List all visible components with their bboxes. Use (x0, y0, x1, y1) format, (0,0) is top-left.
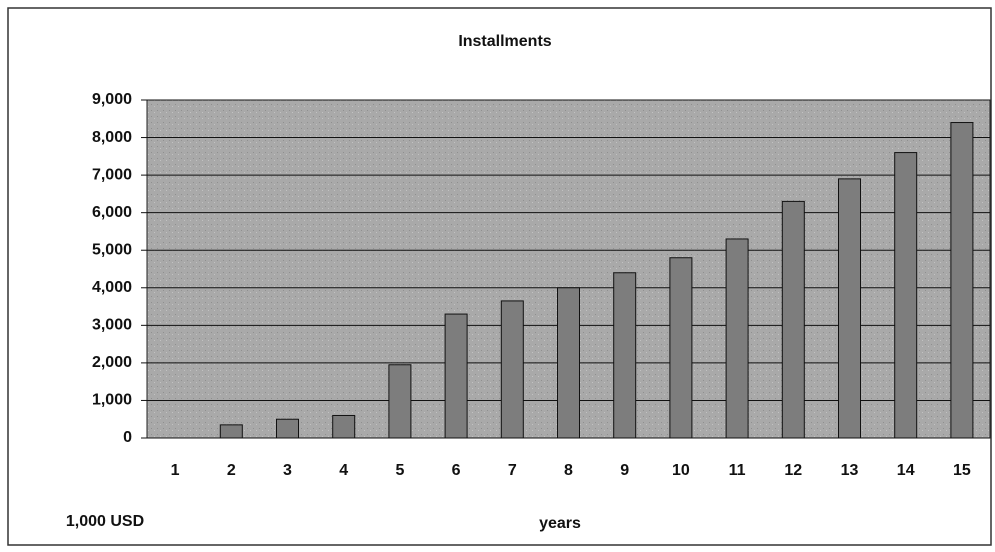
chart-title: Installments (458, 33, 551, 50)
bar (332, 414, 356, 439)
x-axis-label: years (539, 515, 581, 532)
x-tick-label: 5 (395, 462, 404, 479)
bar (276, 418, 299, 439)
x-tick-label: 4 (339, 462, 348, 479)
x-tick-label: 6 (452, 462, 461, 479)
x-tick-label: 10 (672, 462, 690, 479)
bar (557, 287, 580, 439)
y-tick-label: 0 (123, 429, 132, 446)
x-tick-label: 2 (227, 462, 236, 479)
y-tick-label: 3,000 (92, 317, 132, 334)
bar (444, 313, 468, 439)
y-tick-label: 8,000 (92, 129, 132, 146)
bar (894, 152, 918, 439)
bar (613, 272, 637, 439)
y-tick-label: 1,000 (92, 392, 132, 409)
bar (838, 178, 861, 439)
x-tick-label: 11 (729, 462, 746, 479)
bar (669, 257, 693, 439)
bar (500, 300, 524, 439)
x-tick-label: 13 (841, 462, 859, 479)
y-axis-label: 1,000 USD (66, 513, 144, 530)
bar (950, 122, 974, 439)
x-tick-label: 9 (620, 462, 629, 479)
y-tick-label: 2,000 (92, 354, 132, 371)
x-tick-label: 7 (508, 462, 517, 479)
x-tick-label: 1 (171, 462, 180, 479)
x-tick-label: 12 (784, 462, 802, 479)
bar (219, 424, 243, 439)
x-tick-label: 15 (953, 462, 971, 479)
x-tick-label: 8 (564, 462, 573, 479)
x-tick-label: 3 (283, 462, 292, 479)
y-tick-label: 9,000 (92, 91, 132, 108)
y-tick-label: 4,000 (92, 279, 132, 296)
bar (388, 364, 412, 439)
y-tick-label: 6,000 (92, 204, 132, 221)
x-tick-label: 14 (897, 462, 915, 479)
y-tick-label: 5,000 (92, 241, 132, 258)
bar (725, 238, 749, 439)
y-tick-label: 7,000 (92, 166, 132, 183)
bar (781, 200, 805, 439)
